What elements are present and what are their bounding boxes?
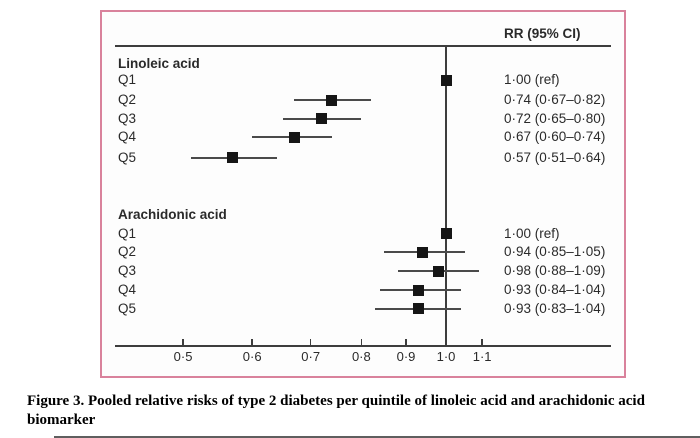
x-axis-tick	[481, 339, 483, 345]
row-rr-value: 0·67 (0·60–0·74)	[504, 129, 606, 144]
marker-square	[326, 94, 338, 106]
row-rr-value: 0·98 (0·88–1·09)	[504, 263, 606, 278]
x-axis-tick	[182, 339, 184, 345]
x-axis-tick	[405, 339, 407, 345]
x-axis-tick-label: 0·8	[351, 349, 371, 364]
x-axis-tick-label: 0·9	[396, 349, 416, 364]
marker-square	[432, 265, 444, 277]
reference-line	[445, 45, 447, 347]
row-rr-value: 0·93 (0·84–1·04)	[504, 282, 606, 297]
row-rr-value: 1·00 (ref)	[504, 72, 560, 87]
row-quintile-label: Q2	[118, 92, 137, 107]
row-rr-value: 0·72 (0·65–0·80)	[504, 110, 606, 126]
x-axis-tick	[251, 339, 253, 345]
row-quintile-label: Q1	[118, 72, 137, 87]
row-rr-value: 0·94 (0·85–1·05)	[504, 244, 606, 259]
marker-square	[440, 228, 452, 239]
marker-square	[412, 284, 424, 296]
marker-square	[412, 303, 424, 314]
row-quintile-label: Q1	[118, 225, 137, 241]
marker-square	[417, 246, 429, 258]
figure-caption: Figure 3. Pooled relative risks of type …	[27, 392, 645, 430]
caption-line-2: biomarker	[27, 412, 96, 428]
rr-ci-column-header: RR (95% CI)	[504, 26, 581, 41]
row-rr-value: 0·93 (0·83–1·04)	[504, 300, 606, 316]
marker-square	[227, 152, 239, 163]
x-axis-tick-label: 0·6	[242, 349, 262, 364]
section-label: Linoleic acid	[118, 56, 200, 71]
x-axis-tick	[445, 339, 447, 345]
forest-plot-panel: RR (95% CI) 0·5 0·6 0·7 0·8 0·9 1·0 1·1 Linoleic…	[100, 10, 626, 378]
row-quintile-label: Q5	[118, 300, 137, 316]
row-quintile-label: Q4	[118, 282, 137, 297]
x-axis-tick	[309, 339, 312, 345]
row-rr-value: 0·57 (0·51–0·64)	[504, 149, 606, 165]
row-rr-value: 1·00 (ref)	[504, 225, 560, 241]
row-quintile-label: Q4	[118, 129, 137, 144]
row-quintile-label: Q5	[118, 149, 137, 165]
x-axis-line	[115, 345, 611, 347]
section-label: Arachidonic acid	[118, 207, 227, 222]
marker-square	[440, 74, 452, 86]
caption-line-1: Figure 3. Pooled relative risks of type …	[27, 393, 645, 409]
x-axis-tick-label: 1·1	[472, 349, 492, 364]
x-axis-tick-label: 0·5	[173, 349, 193, 364]
marker-square	[288, 131, 300, 143]
x-axis-tick	[360, 339, 363, 345]
header-rule	[115, 45, 611, 47]
x-axis-tick-label: 0·7	[301, 349, 321, 364]
row-quintile-label: Q2	[118, 244, 137, 259]
caption-bottom-rule	[54, 436, 700, 438]
row-quintile-label: Q3	[118, 263, 137, 278]
marker-square	[315, 113, 327, 124]
x-axis-tick-label: 1·0	[436, 349, 456, 364]
row-quintile-label: Q3	[118, 110, 137, 126]
row-rr-value: 0·74 (0·67–0·82)	[504, 92, 606, 107]
